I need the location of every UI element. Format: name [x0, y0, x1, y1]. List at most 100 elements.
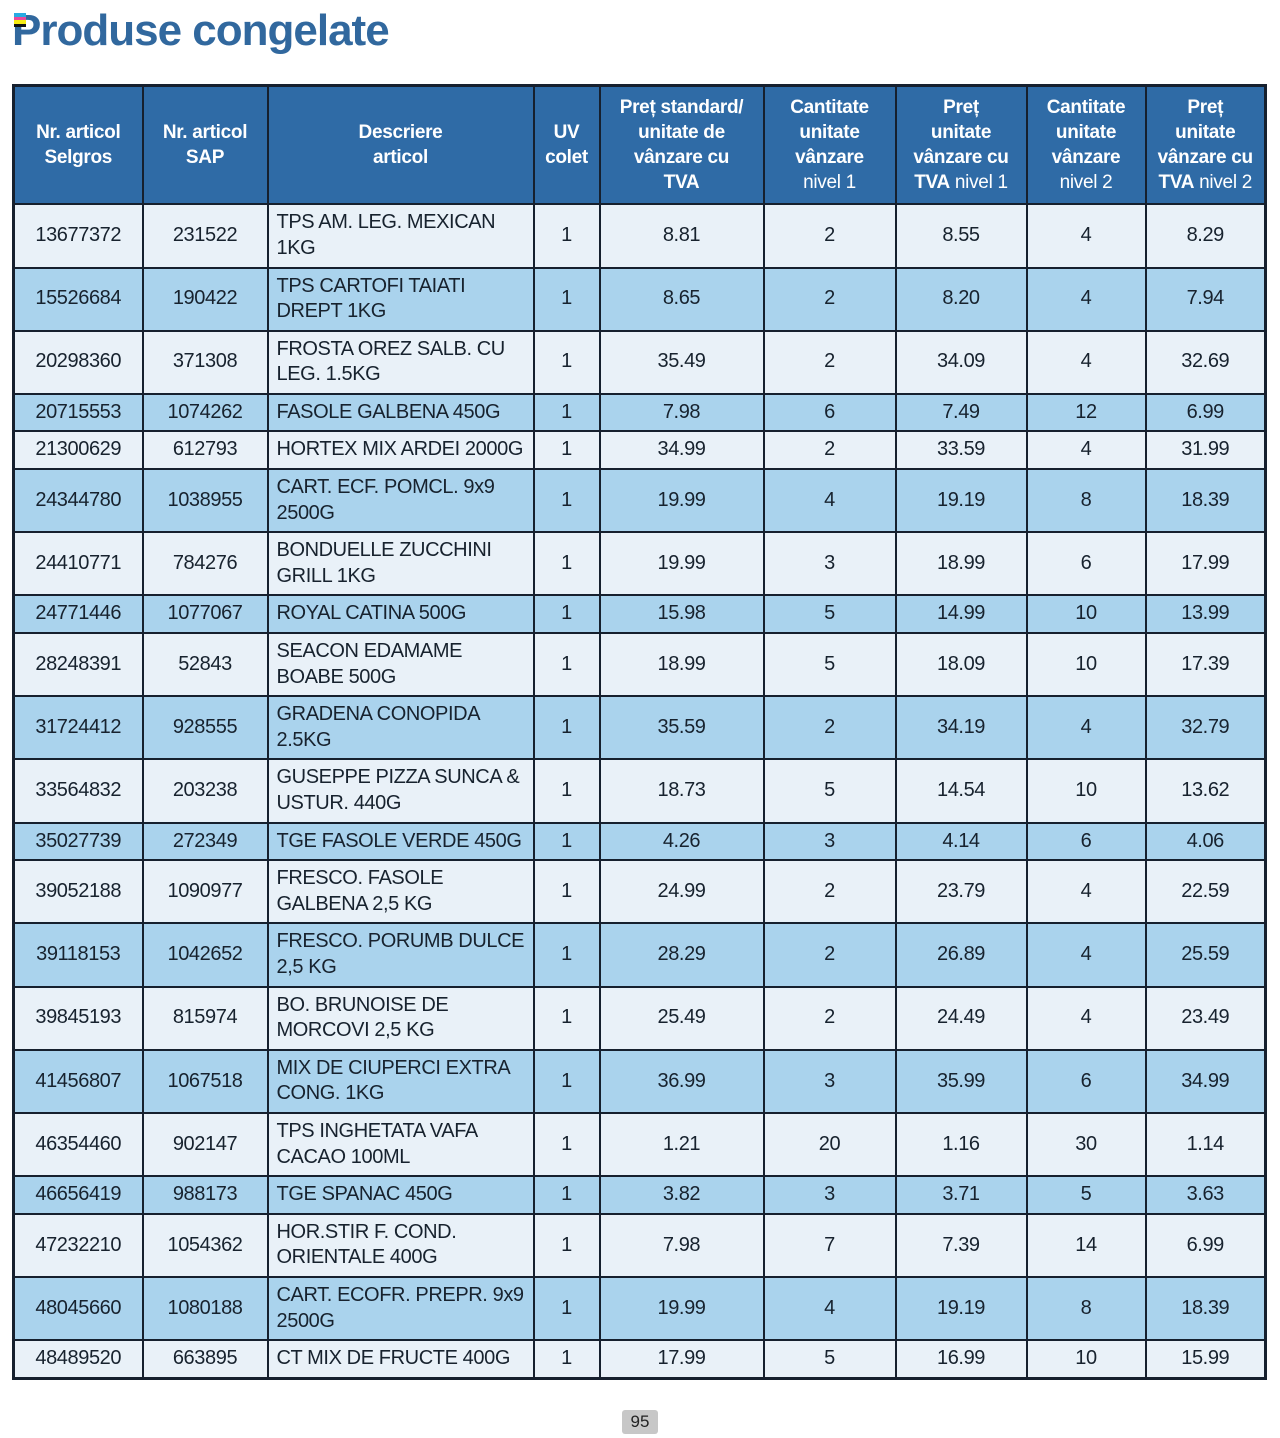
cell-std: 19.99 [598, 468, 765, 534]
cell-desc: TPS INGHETATA VAFA CACAO 100ML [266, 1111, 535, 1178]
cell-qty1: 3 [762, 821, 897, 862]
table-row: 46354460 902147 TPS INGHETATA VAFA CACAO 1… [12, 1111, 1267, 1178]
cell-selgros: 24771446 [12, 594, 144, 635]
cell-std: 34.99 [598, 430, 765, 471]
cell-qty1: 2 [762, 430, 897, 471]
cell-selgros: 28248391 [12, 632, 144, 698]
cell-qty1: 2 [762, 203, 897, 269]
cell-selgros: 48045660 [12, 1275, 144, 1342]
cell-p1: 14.99 [894, 594, 1028, 635]
cell-p2: 18.39 [1144, 468, 1267, 534]
cell-desc: HORTEX MIX ARDEI 2000G [266, 430, 535, 471]
cell-desc: TPS CARTOFI TAIATI DREPT 1KG [266, 266, 535, 332]
cell-qty1: 5 [762, 594, 897, 635]
cell-qty2: 4 [1025, 985, 1147, 1051]
cell-selgros: 46656419 [12, 1175, 144, 1215]
cell-selgros: 20715553 [12, 392, 144, 433]
cell-sap: 612793 [141, 430, 269, 471]
cell-sap: 928555 [141, 695, 269, 761]
cell-sap: 1042652 [141, 922, 269, 988]
cell-desc: TGE SPANAC 450G [266, 1175, 535, 1215]
cell-p2: 4.06 [1144, 821, 1267, 862]
cell-sap: 1038955 [141, 468, 269, 534]
cell-sap: 1067518 [141, 1048, 269, 1114]
cell-qty1: 6 [762, 392, 897, 433]
cell-uv: 1 [532, 922, 601, 988]
cell-qty1: 2 [762, 329, 897, 395]
cell-p1: 18.09 [894, 632, 1028, 698]
cell-qty2: 10 [1025, 758, 1147, 824]
cell-p1: 1.16 [894, 1111, 1028, 1178]
table-row: 24344780 1038955 CART. ECF. POMCL. 9x9 250… [12, 468, 1267, 534]
cell-uv: 1 [532, 266, 601, 332]
cell-p2: 17.39 [1144, 632, 1267, 698]
table-row: 48045660 1080188 CART. ECOFR. PREPR. 9x9 2… [12, 1275, 1267, 1342]
cell-uv: 1 [532, 695, 601, 761]
cell-qty2: 4 [1025, 859, 1147, 925]
cell-desc: CART. ECOFR. PREPR. 9x9 2500G [266, 1275, 535, 1342]
cell-p2: 22.59 [1144, 859, 1267, 925]
cell-uv: 1 [532, 859, 601, 925]
cell-desc: GUSEPPE PIZZA SUNCA & USTUR. 440G [266, 758, 535, 824]
cell-qty1: 20 [762, 1111, 897, 1178]
cell-p1: 3.71 [894, 1175, 1028, 1215]
cell-desc: FRESCO. FASOLE GALBENA 2,5 KG [266, 859, 535, 925]
cell-qty2: 5 [1025, 1175, 1147, 1215]
cell-std: 3.82 [598, 1175, 765, 1215]
cell-qty2: 10 [1025, 594, 1147, 635]
cell-qty1: 2 [762, 922, 897, 988]
cell-uv: 1 [532, 203, 601, 269]
column-header-normal-text: nivel 2 [1059, 172, 1113, 194]
cell-p1: 33.59 [894, 430, 1028, 471]
cell-sap: 1080188 [141, 1275, 269, 1342]
cell-std: 25.49 [598, 985, 765, 1051]
cell-std: 18.99 [598, 632, 765, 698]
cell-std: 36.99 [598, 1048, 765, 1114]
cell-uv: 1 [532, 632, 601, 698]
cell-std: 8.65 [598, 266, 765, 332]
cell-selgros: 15526684 [12, 266, 144, 332]
cell-p1: 8.20 [894, 266, 1028, 332]
cell-sap: 784276 [141, 531, 269, 597]
cell-qty2: 8 [1025, 468, 1147, 534]
column-header-bold-text: UV colet [545, 122, 588, 169]
column-header-normal-text: nivel 1 [803, 172, 856, 194]
cell-qty2: 10 [1025, 1339, 1147, 1380]
cell-p1: 26.89 [894, 922, 1028, 988]
column-header-bold-text: Nr. articol Selgros [36, 122, 121, 169]
cell-qty1: 7 [762, 1212, 897, 1278]
table-row: 24410771 784276 BONDUELLE ZUCCHINI GRILL 1… [12, 531, 1267, 597]
cell-uv: 1 [532, 531, 601, 597]
cell-desc: SEACON EDAMAME BOABE 500G [266, 632, 535, 698]
cell-p1: 8.55 [894, 203, 1028, 269]
cell-qty2: 14 [1025, 1212, 1147, 1278]
table-row: 28248391 52843 SEACON EDAMAME BOABE 500G 1 1… [12, 632, 1267, 698]
product-table: Nr. articol Selgros Nr. articol SAP Descri… [12, 84, 1267, 1380]
cell-sap: 371308 [141, 329, 269, 395]
page-title: Produse congelate [12, 6, 390, 55]
column-header-bold-text: Cantitate unitate vânzare [790, 97, 869, 169]
cell-qty1: 2 [762, 695, 897, 761]
table-row: 13677372 231522 TPS AM. LEG. MEXICAN 1KG 1 8… [12, 203, 1267, 269]
cell-std: 24.99 [598, 859, 765, 925]
page-footer: 95 [0, 1410, 1280, 1434]
cell-p1: 19.19 [894, 468, 1028, 534]
cell-desc: GRADENA CONOPIDA 2.5KG [266, 695, 535, 761]
cell-p2: 32.79 [1144, 695, 1267, 761]
cell-desc: TPS AM. LEG. MEXICAN 1KG [266, 203, 535, 269]
cell-p2: 25.59 [1144, 922, 1267, 988]
cell-uv: 1 [532, 1048, 601, 1114]
column-header-qty2: Cantitate unitate vânzare nivel 2 [1025, 84, 1147, 206]
cell-desc: CART. ECF. POMCL. 9x9 2500G [266, 468, 535, 534]
cell-sap: 190422 [141, 266, 269, 332]
cell-p2: 13.99 [1144, 594, 1267, 635]
cell-desc: FROSTA OREZ SALB. CU LEG. 1.5KG [266, 329, 535, 395]
cell-sap: 902147 [141, 1111, 269, 1178]
cell-p1: 34.19 [894, 695, 1028, 761]
cell-p1: 18.99 [894, 531, 1028, 597]
cell-sap: 52843 [141, 632, 269, 698]
table-row: 46656419 988173 TGE SPANAC 450G 1 3.82 3 3.71 5… [12, 1175, 1267, 1215]
cell-desc: BO. BRUNOISE DE MORCOVI 2,5 KG [266, 985, 535, 1051]
cell-p1: 24.49 [894, 985, 1028, 1051]
